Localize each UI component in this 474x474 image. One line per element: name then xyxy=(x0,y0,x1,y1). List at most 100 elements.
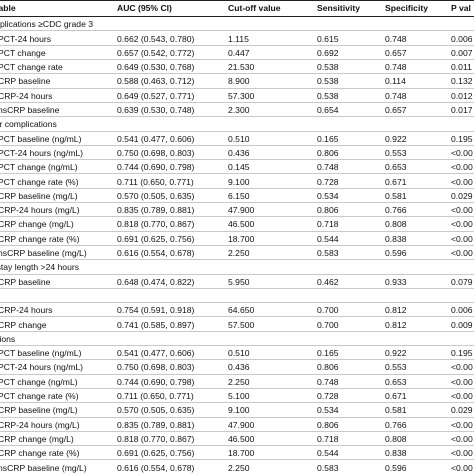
cell-variable: nsCRP baseline xyxy=(0,105,60,115)
cell-cutoff: 18.700 xyxy=(228,448,255,459)
table-section-row: omplications ≥CDC grade 3 xyxy=(0,17,474,32)
cell-variable: CRP-24 hours xyxy=(0,90,53,101)
cell-variable: CRP baseline xyxy=(0,76,51,87)
cell-specificity: 0.114 xyxy=(385,76,406,87)
cell-p-value: <0.00 xyxy=(451,448,473,459)
cell-auc: 0.711 (0.650, 0.771) xyxy=(117,176,194,187)
cell-sensitivity: 0.538 xyxy=(317,76,339,87)
cell-cutoff: 0.510 xyxy=(228,348,250,359)
cell-cutoff: 21.530 xyxy=(228,62,255,73)
header-auc: AUC (95% CI) xyxy=(117,3,172,13)
cell-p-value: 0.079 xyxy=(451,276,473,287)
cell-auc: 0.639 (0.530, 0.748) xyxy=(117,105,195,115)
cell-variable: PCT change rate xyxy=(0,62,63,73)
cell-sensitivity: 0.538 xyxy=(317,90,339,101)
cell-specificity: 0.922 xyxy=(385,133,407,144)
cell-cutoff: 47.900 xyxy=(228,419,255,430)
cell-p-value: <0.00 xyxy=(451,362,473,373)
cell-sensitivity: 0.700 xyxy=(317,319,339,330)
cell-variable: CRP baseline (mg/L) xyxy=(0,190,78,201)
cell-p-value: 0.007 xyxy=(451,47,473,58)
cell-sensitivity: 0.462 xyxy=(317,276,339,287)
cell-specificity: 0.838 xyxy=(385,448,407,459)
cell-p-value: <0.00 xyxy=(451,205,473,216)
cell-variable: PCT change rate (%) xyxy=(0,176,79,187)
cell-auc: 0.750 (0.698, 0.803) xyxy=(117,147,195,158)
header-specificity: Specificity xyxy=(385,3,428,13)
table-row: CRP-24 hours 0.649 (0.527, 0.771) 57.300 0.… xyxy=(0,89,474,103)
table-row: PCT baseline (ng/mL) 0.541 (0.477, 0.606)… xyxy=(0,132,474,146)
cell-sensitivity: 0.654 xyxy=(317,105,339,115)
cell-sensitivity: 0.583 xyxy=(317,248,339,258)
cell-sensitivity: 0.692 xyxy=(317,47,339,58)
cell-specificity: 0.657 xyxy=(385,47,407,58)
cell-p-value: 0.017 xyxy=(451,105,473,115)
cell-p-value: 0.195 xyxy=(451,348,473,359)
cell-specificity: 0.838 xyxy=(385,233,407,244)
table-header-row: ariable AUC (95% CI) Cut-off value Sensi… xyxy=(0,0,474,17)
section-label: ajor complications xyxy=(0,119,57,130)
cell-auc: 0.648 (0.474, 0.822) xyxy=(117,276,195,287)
cell-auc: 0.657 (0.542, 0.772) xyxy=(117,47,195,58)
header-variable: ariable xyxy=(0,3,16,13)
table-row: CRP-24 hours 0.754 (0.591, 0.918) 64.650 0.… xyxy=(0,303,474,318)
cell-specificity: 0.581 xyxy=(385,190,407,201)
cell-p-value: 0.011 xyxy=(451,62,472,73)
cell-auc: 0.741 (0.585, 0.897) xyxy=(117,319,195,330)
cell-sensitivity: 0.806 xyxy=(317,419,339,430)
cell-auc: 0.570 (0.505, 0.635) xyxy=(117,190,195,201)
cell-specificity: 0.812 xyxy=(385,305,407,316)
cell-cutoff: 9.100 xyxy=(228,176,250,187)
cell-p-value: <0.00 xyxy=(451,176,473,187)
cell-variable: CRP-24 hours (mg/L) xyxy=(0,205,80,216)
cell-variable: CRP change rate (%) xyxy=(0,233,80,244)
cell-cutoff: 6.150 xyxy=(228,190,250,201)
cell-auc: 0.744 (0.690, 0.798) xyxy=(117,162,195,173)
cell-variable: CRP change xyxy=(0,319,47,330)
table-top-rule xyxy=(0,0,474,1)
cell-sensitivity: 0.538 xyxy=(317,62,339,73)
table-row: CRP baseline (mg/L) 0.570 (0.505, 0.635) 9… xyxy=(0,403,474,418)
cell-specificity: 0.671 xyxy=(385,176,407,187)
cell-sensitivity: 0.748 xyxy=(317,376,339,387)
cell-sensitivity: 0.806 xyxy=(317,147,339,158)
table-row: CRP-24 hours (mg/L) 0.835 (0.789, 0.881) 4… xyxy=(0,203,474,218)
table-row: PCT change rate (%) 0.711 (0.650, 0.771) 9… xyxy=(0,175,474,189)
cell-auc: 0.835 (0.789, 0.881) xyxy=(117,205,195,216)
cell-cutoff: 9.100 xyxy=(228,405,250,416)
cell-sensitivity: 0.748 xyxy=(317,162,339,173)
cell-auc: 0.570 (0.505, 0.635) xyxy=(117,405,195,416)
cell-specificity: 0.671 xyxy=(385,391,407,401)
cell-specificity: 0.933 xyxy=(385,276,407,287)
cell-cutoff: 64.650 xyxy=(228,305,255,316)
cell-specificity: 0.553 xyxy=(385,147,407,158)
cell-p-value: 0.012 xyxy=(451,90,473,101)
cell-cutoff: 57.500 xyxy=(228,319,255,330)
cell-variable: nsCRP baseline (mg/L) xyxy=(0,248,87,258)
cell-cutoff: 57.300 xyxy=(228,90,255,101)
cell-cutoff: 8.900 xyxy=(228,76,250,87)
cell-variable: CRP change (mg/L) xyxy=(0,219,74,230)
header-cutoff: Cut-off value xyxy=(228,3,281,13)
cell-p-value: <0.00 xyxy=(451,433,473,444)
cell-p-value: <0.00 xyxy=(451,376,473,387)
cell-sensitivity: 0.806 xyxy=(317,205,339,216)
cell-specificity: 0.657 xyxy=(385,105,407,115)
section-label: U stay length >24 hours xyxy=(0,262,80,273)
cell-specificity: 0.748 xyxy=(385,62,407,73)
cell-cutoff: 0.447 xyxy=(228,47,250,58)
cell-auc: 0.750 (0.698, 0.803) xyxy=(117,362,195,373)
table-row: CRP change rate (%) 0.691 (0.625, 0.756) 1… xyxy=(0,446,474,461)
table-row: PCT change rate 0.649 (0.530, 0.768) 21.53… xyxy=(0,60,474,75)
cell-variable: PCT change xyxy=(0,47,46,58)
cell-auc: 0.616 (0.554, 0.678) xyxy=(117,248,195,258)
cell-auc: 0.649 (0.530, 0.768) xyxy=(117,62,195,73)
table-row: CRP change 0.741 (0.585, 0.897) 57.500 0.70… xyxy=(0,318,474,332)
cell-variable: PCT change (ng/mL) xyxy=(0,162,78,173)
table-section-row: U stay length >24 hours xyxy=(0,260,474,275)
cell-cutoff: 2.250 xyxy=(228,462,250,473)
cell-cutoff: 18.700 xyxy=(228,233,255,244)
section-label: ections xyxy=(0,333,16,344)
table-row: PCT change 0.657 (0.542, 0.772) 0.447 0.692… xyxy=(0,46,474,61)
cell-auc: 0.541 (0.477, 0.606) xyxy=(117,133,195,144)
